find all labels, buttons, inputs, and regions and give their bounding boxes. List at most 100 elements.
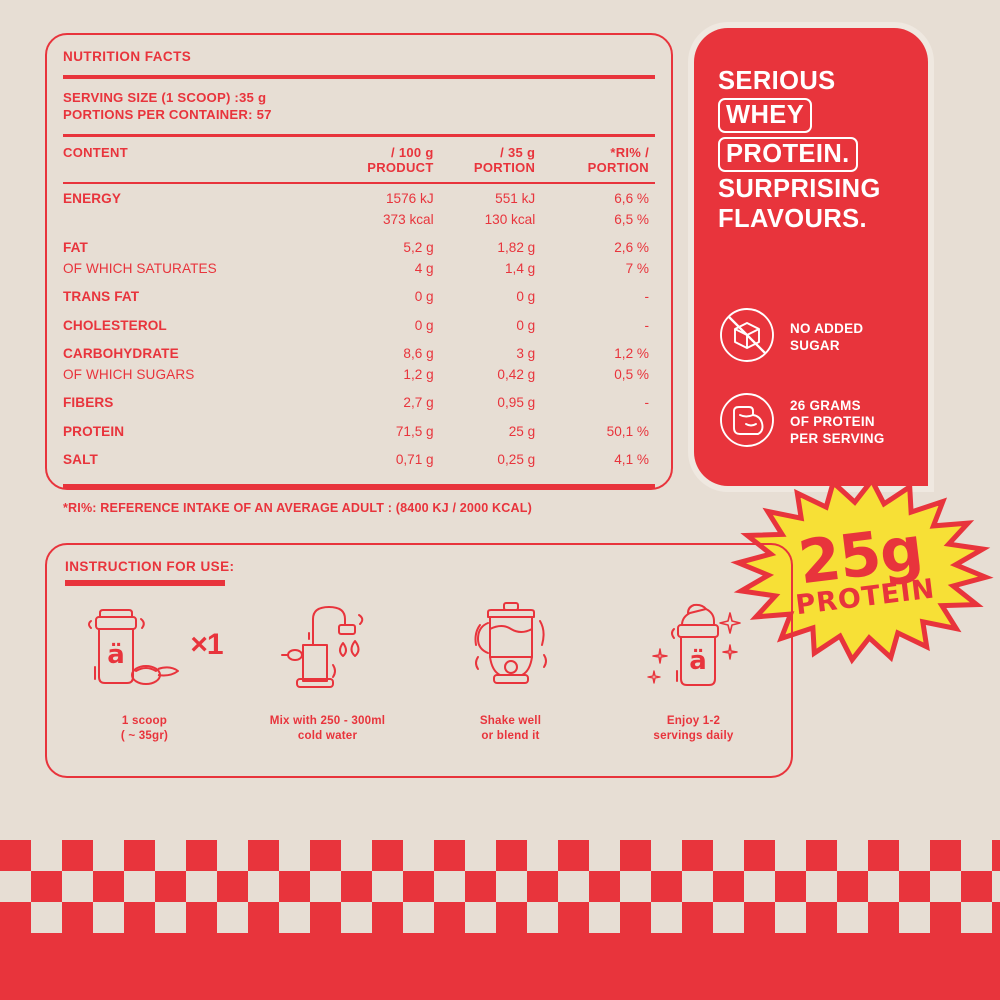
badge-line: SUGAR [790,337,840,353]
badge-protein-text: 26 GRAMS OF PROTEIN PER SERVING [790,398,885,448]
svg-text:ä: ä [108,640,126,670]
step-caption: 1 scoop ( ~ 35gr) [121,714,168,743]
table-row: CHOLESTEROL 0 g 0 g - [63,308,655,337]
row-ri-percent: 4,1 % [614,452,649,467]
row-per-35g: 0 g [516,317,536,333]
row-per-100g: 373 kcal [382,211,434,227]
row-per-100g: 2,7 g [403,395,434,410]
instruction-step: Shake well or blend it [419,595,602,743]
table-row: 373 kcal 130 kcal 6,5 % [63,210,655,231]
row-ri-percent: 7 % [625,260,649,276]
table-row: TRANS FAT 0 g 0 g - [63,279,655,308]
table-row: ENERGY 1576 kJ 551 kJ 6,6 % [63,189,655,210]
row-per-100g: 4 g [414,260,434,276]
instructions-title: INSTRUCTION FOR USE: [65,559,235,574]
table-row: OF WHICH SUGARS 1,2 g 0,42 g 0,5 % [63,365,655,386]
badge-line: OF PROTEIN [790,414,875,430]
shaker-scoop-icon: ä [66,595,186,700]
protein-starburst-badge: 25g PROTEIN [730,475,994,665]
headline-boxed-word: PROTEIN. [718,137,858,172]
badge-line: NO ADDED [790,321,864,336]
row-per-100g: 71,5 g [395,423,434,439]
table-row: CARBOHYDRATE 8,6 g 3 g 1,2 % [63,336,655,365]
header-per-100g: / 100 g PRODUCT [341,145,459,176]
starburst-shape [730,475,994,665]
row-ri-percent: 2,6 % [614,240,649,255]
headline-line: SERIOUS [718,67,836,95]
headline-line: FLAVOURS. [718,205,868,233]
row-per-35g: 1,4 g [504,260,536,276]
row-per-35g: 0,95 g [497,395,536,410]
nutrition-facts-card: NUTRITION FACTS SERVING SIZE (1 SCOOP) :… [45,33,673,515]
table-row: SALT 0,71 g 0,25 g 4,1 % [63,442,655,471]
header-per-100g-line2: PRODUCT [367,160,434,175]
caption-line: or blend it [481,728,540,742]
row-ri-percent: - [644,395,649,410]
nutrition-table: CONTENT / 100 g PRODUCT / 35 g PORTION *… [63,145,655,176]
row-per-100g: 1,2 g [403,366,434,382]
divider-above-headers [63,134,655,137]
row-label: TRANS FAT [63,289,140,304]
step-caption: Shake well or blend it [480,714,541,743]
divider-below-headers [63,181,655,184]
row-label: SALT [63,452,98,467]
row-per-100g: 0,71 g [395,452,434,467]
row-per-35g: 3 g [516,346,536,361]
portions-per-container-text: PORTIONS PER CONTAINER: 57 [63,106,272,122]
row-per-100g: 0 g [414,289,434,304]
row-per-100g: 5,2 g [403,240,434,255]
row-per-35g: 0,42 g [497,366,536,382]
row-ri-percent: 6,5 % [614,211,649,227]
row-ri-percent: 1,2 % [614,346,649,361]
table-header-row: CONTENT / 100 g PRODUCT / 35 g PORTION *… [63,145,655,176]
badge-line: 26 GRAMS [790,397,861,413]
row-per-35g: 130 kcal [484,211,536,227]
row-label: FIBERS [63,395,114,410]
row-label: CARBOHYDRATE [63,346,179,361]
header-ri-line2: PORTION [587,160,649,175]
instruction-step: ä Enjoy 1-2 servings daily [602,595,785,743]
header-ri-line1: *RI% / [610,144,649,160]
brand-claims-panel: SERIOUS WHEY PROTEIN. SURPRISING FLAVOURS. N… [694,28,928,486]
instruction-step: Mix with 250 - 300ml cold water [236,595,419,743]
caption-line: Shake well [479,714,542,727]
caption-line: Mix with 250 - 300ml [269,714,386,727]
ri-footnote: *RI%: REFERENCE INTAKE OF AN AVERAGE ADU… [63,500,532,515]
caption-line: Enjoy 1-2 [666,714,721,727]
row-per-35g: 0,25 g [497,452,536,467]
header-per-35g-line1: / 35 g [500,144,536,160]
no-sugar-icon [718,306,776,369]
step-caption: Mix with 250 - 300ml cold water [270,714,385,743]
checkerboard-pattern [0,840,1000,933]
header-per-35g: / 35 g PORTION [460,145,564,176]
row-ri-percent: 50,1 % [606,423,649,439]
row-per-35g: 1,82 g [497,240,536,255]
panel-headline: SERIOUS WHEY PROTEIN. SURPRISING FLAVOURS. [718,66,916,234]
row-label: OF WHICH SUGARS [63,366,195,382]
caption-line: 1 scoop [121,714,168,727]
row-ri-percent: 6,6 % [614,191,649,206]
row-label: ENERGY [63,191,122,206]
blender-icon [456,595,566,700]
row-label [63,210,341,231]
caption-line: servings daily [653,728,734,742]
header-ri-percent: *RI% / PORTION [563,145,655,176]
badge-protein-per-serving: 26 GRAMS OF PROTEIN PER SERVING [718,391,918,454]
header-per-35g-line2: PORTION [473,160,536,175]
row-per-35g: 551 kJ [495,191,536,206]
row-per-35g: 25 g [508,423,536,439]
bicep-icon [718,391,776,454]
caption-line: cold water [297,728,358,742]
row-per-100g: 0 g [414,317,434,333]
badge-no-added-sugar: NO ADDED SUGAR [718,306,918,369]
bottom-red-band [0,933,1000,1000]
panel-badges: NO ADDED SUGAR 26 GRAMS OF PROTEIN [718,306,918,476]
nutrition-table-body: ENERGY 1576 kJ 551 kJ 6,6 % 373 kcal 130 kcal… [63,189,655,471]
table-row: OF WHICH SATURATES 4 g 1,4 g 7 % [63,259,655,280]
badge-no-added-sugar-text: NO ADDED SUGAR [790,321,863,354]
header-content: CONTENT [63,144,128,160]
row-ri-percent: - [644,289,649,304]
row-ri-percent: - [644,317,649,333]
instructions-underline [65,580,225,586]
